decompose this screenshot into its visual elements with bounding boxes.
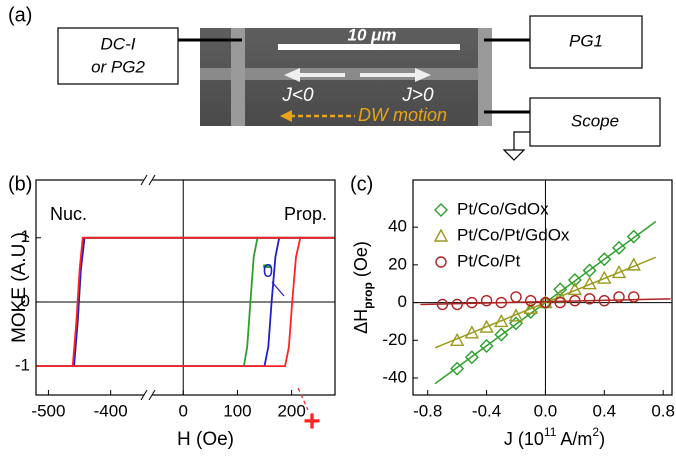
x-tick-label: 200 (277, 401, 305, 420)
x-axis-label-part: ) (599, 429, 605, 449)
panel-a: (a) 10 μm J<0 J>0 DW motion DC-I or PG2 … (8, 4, 660, 160)
panel-label: (a) (8, 4, 32, 26)
point (629, 292, 639, 302)
dw-label: DW motion (358, 105, 447, 125)
scale-label: 10 μm (348, 25, 397, 44)
x-axis-label: H (Oe) (177, 429, 234, 450)
y-tick-label: 0 (398, 292, 407, 311)
y-axis-label-part: (Oe) (351, 241, 371, 282)
legend-marker (435, 230, 447, 241)
point (598, 272, 610, 283)
x-axis-label-part: A/m (556, 429, 592, 449)
point (526, 296, 536, 306)
y-axis-label-part: ΔH (351, 309, 371, 334)
current-positive: J>0 (401, 85, 434, 106)
y-axis-label: ΔHprop (Oe) (351, 241, 375, 334)
x-axis-label: J (1011 A/m2) (504, 425, 605, 449)
x-tick-label: -400 (94, 401, 128, 420)
point (511, 292, 521, 302)
page: (a) 10 μm J<0 J>0 DW motion DC-I or PG2 … (0, 0, 676, 466)
x-tick-label: 0.4 (592, 401, 616, 420)
annotation: Nuc. (50, 204, 87, 224)
legend-label: Pt/Co/Pt/GdOx (457, 225, 570, 244)
y-axis-label: MOKE (A.U.) (9, 232, 30, 343)
point (482, 296, 492, 306)
figure: (a) 10 μm J<0 J>0 DW motion DC-I or PG2 … (0, 0, 676, 466)
x-tick-label: 0.0 (534, 401, 558, 420)
panel-label: (c) (350, 173, 373, 195)
legend-label: Pt/Co/GdOx (457, 199, 549, 218)
x-tick-label: 0 (179, 401, 188, 420)
x-tick-label: -0.8 (413, 401, 442, 420)
ground (504, 132, 530, 160)
x-tick-label: 100 (223, 401, 251, 420)
y-tick-label: 20 (388, 254, 407, 273)
annotation-line (272, 282, 284, 296)
y-tick-label: -1 (15, 356, 30, 375)
x-tick-label: 0.8 (651, 401, 675, 420)
legend-label: Pt/Co/Pt (457, 251, 521, 270)
scope-label: Scope (571, 111, 619, 130)
y-tick-label: -20 (382, 330, 407, 349)
x-tick-label: -0.4 (472, 401, 501, 420)
scale-bar (278, 44, 460, 50)
x-axis-label-part: J (10 (504, 429, 544, 449)
x-axis-label-part: 11 (544, 425, 557, 439)
current-negative: J<0 (281, 85, 314, 106)
y-axis-label-part: prop (361, 282, 375, 309)
y-tick-label: 40 (388, 217, 407, 236)
legend-marker (435, 204, 447, 216)
y-tick-label: -40 (382, 368, 407, 387)
legend-marker (436, 257, 446, 267)
left-electrode (231, 28, 245, 126)
source-line: or PG2 (91, 57, 145, 76)
pg1-label: PG1 (569, 31, 603, 50)
annotation: + (303, 405, 321, 438)
point (452, 299, 462, 309)
annotation: Prop. (284, 204, 327, 224)
source-line: DC-I (101, 34, 136, 53)
panel-label: (b) (8, 173, 32, 195)
annotation: 0 (263, 261, 273, 281)
x-tick-label: -500 (31, 401, 65, 420)
